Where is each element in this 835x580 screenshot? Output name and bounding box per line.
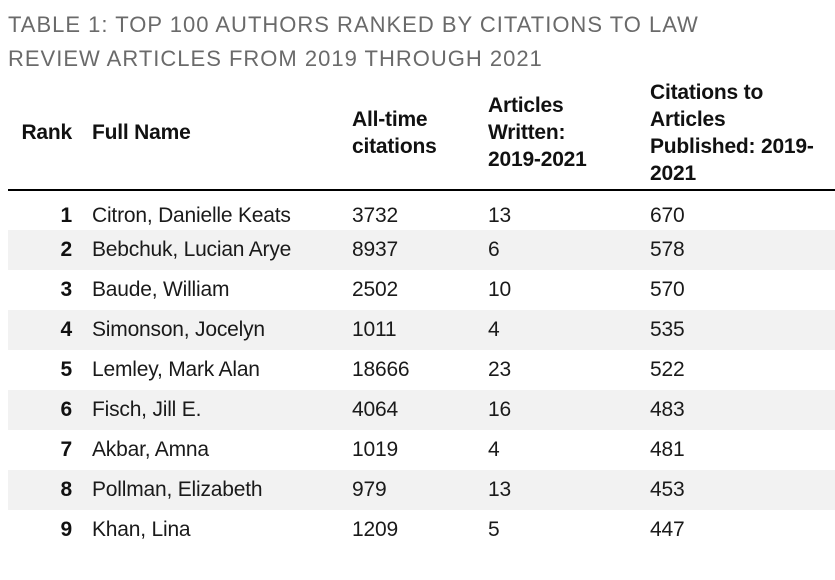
- cell-rank: 7: [60, 438, 73, 461]
- cell-articles-written: 13: [488, 203, 511, 227]
- cell-name: Khan, Lina: [92, 518, 191, 541]
- cell-rank: 6: [60, 398, 73, 421]
- cell-articles-written: 16: [488, 398, 511, 421]
- column-header-rank: Rank: [8, 76, 72, 191]
- cell-rank: 3: [60, 278, 73, 301]
- cell-rank: 1: [60, 203, 73, 227]
- table-title: TABLE 1: TOP 100 AUTHORS RANKED BY CITAT…: [8, 12, 699, 71]
- column-header-full-name: Full Name: [72, 76, 352, 191]
- cell-name: Akbar, Amna: [92, 438, 209, 461]
- cell-articles-written: 23: [488, 358, 511, 381]
- column-header-alltime-citations: All-time citations: [352, 76, 488, 191]
- column-header-articles-written: Articles Written: 2019-2021: [488, 76, 650, 191]
- cell-name: Baude, William: [92, 278, 230, 301]
- cell-name: Citron, Danielle Keats: [92, 203, 291, 227]
- cell-name: Fisch, Jill E.: [92, 398, 202, 421]
- cell-alltime-citations: 3732: [352, 203, 398, 227]
- table-row: 2 Bebchuk, Lucian Arye 8937 6 578: [8, 230, 835, 270]
- table-row: 8 Pollman, Elizabeth 979 13 453: [8, 470, 835, 510]
- cell-alltime-citations: 979: [352, 478, 387, 501]
- table-row: 4 Simonson, Jocelyn 1011 4 535: [8, 310, 835, 350]
- cell-alltime-citations: 4064: [352, 398, 398, 421]
- cell-citations-published: 453: [650, 478, 685, 501]
- cell-articles-written: 4: [488, 318, 500, 341]
- cell-rank: 9: [60, 518, 73, 541]
- table-row: 7 Akbar, Amna 1019 4 481: [8, 430, 835, 470]
- cell-name: Pollman, Elizabeth: [92, 478, 263, 501]
- cell-citations-published: 481: [650, 438, 685, 461]
- cell-citations-published: 570: [650, 278, 685, 301]
- cell-alltime-citations: 8937: [352, 238, 398, 261]
- table-row: 6 Fisch, Jill E. 4064 16 483: [8, 390, 835, 430]
- cell-articles-written: 4: [488, 438, 500, 461]
- cell-articles-written: 5: [488, 518, 500, 541]
- cell-name: Bebchuk, Lucian Arye: [92, 238, 292, 261]
- table-row: 5 Lemley, Mark Alan 18666 23 522: [8, 350, 835, 390]
- cell-rank: 4: [60, 318, 73, 341]
- cell-citations-published: 447: [650, 518, 685, 541]
- cell-alltime-citations: 2502: [352, 278, 398, 301]
- cell-articles-written: 10: [488, 278, 511, 301]
- table-body: 1 Citron, Danielle Keats 3732 13 670 2 B…: [8, 190, 835, 550]
- cell-rank: 2: [60, 238, 73, 261]
- cell-rank: 5: [60, 358, 73, 381]
- table-row: 3 Baude, William 2502 10 570: [8, 270, 835, 310]
- cell-citations-published: 670: [650, 203, 685, 227]
- cell-alltime-citations: 18666: [352, 358, 410, 381]
- cell-citations-published: 535: [650, 318, 685, 341]
- cell-name: Lemley, Mark Alan: [92, 358, 260, 381]
- cell-alltime-citations: 1209: [352, 518, 398, 541]
- cell-articles-written: 13: [488, 478, 511, 501]
- table-header: Rank Full Name All-time citations Articl…: [8, 76, 835, 191]
- cell-citations-published: 578: [650, 238, 685, 261]
- cell-alltime-citations: 1011: [352, 318, 397, 341]
- cell-alltime-citations: 1019: [352, 438, 398, 461]
- authors-table: Rank Full Name All-time citations Articl…: [8, 76, 835, 550]
- table-row: 9 Khan, Lina 1209 5 447: [8, 510, 835, 550]
- cell-citations-published: 483: [650, 398, 685, 421]
- column-header-citations-published: Citations to Articles Published: 2019- 2…: [650, 76, 835, 191]
- cell-rank: 8: [60, 478, 73, 501]
- cell-articles-written: 6: [488, 238, 500, 261]
- cell-citations-published: 522: [650, 358, 685, 381]
- header-row: Rank Full Name All-time citations Articl…: [8, 76, 835, 191]
- cell-name: Simonson, Jocelyn: [92, 318, 265, 341]
- table-row: 1 Citron, Danielle Keats 3732 13 670: [8, 190, 835, 230]
